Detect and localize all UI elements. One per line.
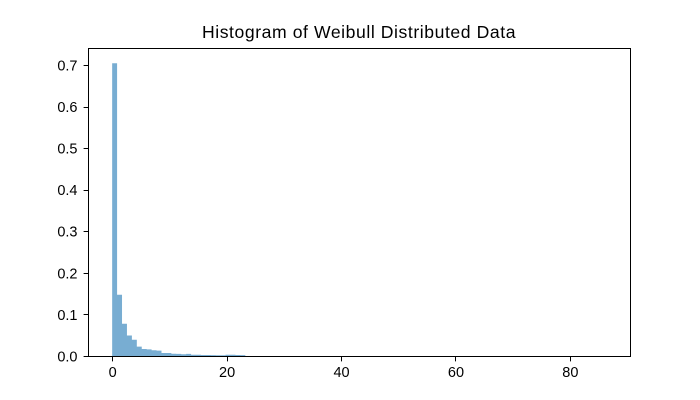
svg-text:0.4: 0.4 — [57, 183, 77, 199]
svg-text:0.5: 0.5 — [57, 142, 77, 158]
svg-text:0.7: 0.7 — [57, 58, 77, 74]
svg-text:0.6: 0.6 — [57, 100, 77, 116]
svg-text:Histogram of Weibull Distribut: Histogram of Weibull Distributed Data — [202, 22, 516, 42]
svg-text:20: 20 — [219, 365, 235, 381]
svg-text:0.3: 0.3 — [57, 225, 77, 241]
svg-text:40: 40 — [333, 365, 349, 381]
svg-text:0.1: 0.1 — [57, 308, 77, 324]
svg-text:0.2: 0.2 — [57, 266, 77, 282]
svg-text:80: 80 — [562, 365, 578, 381]
svg-text:0: 0 — [109, 365, 117, 381]
svg-text:60: 60 — [448, 365, 464, 381]
svg-text:0.0: 0.0 — [57, 349, 77, 365]
